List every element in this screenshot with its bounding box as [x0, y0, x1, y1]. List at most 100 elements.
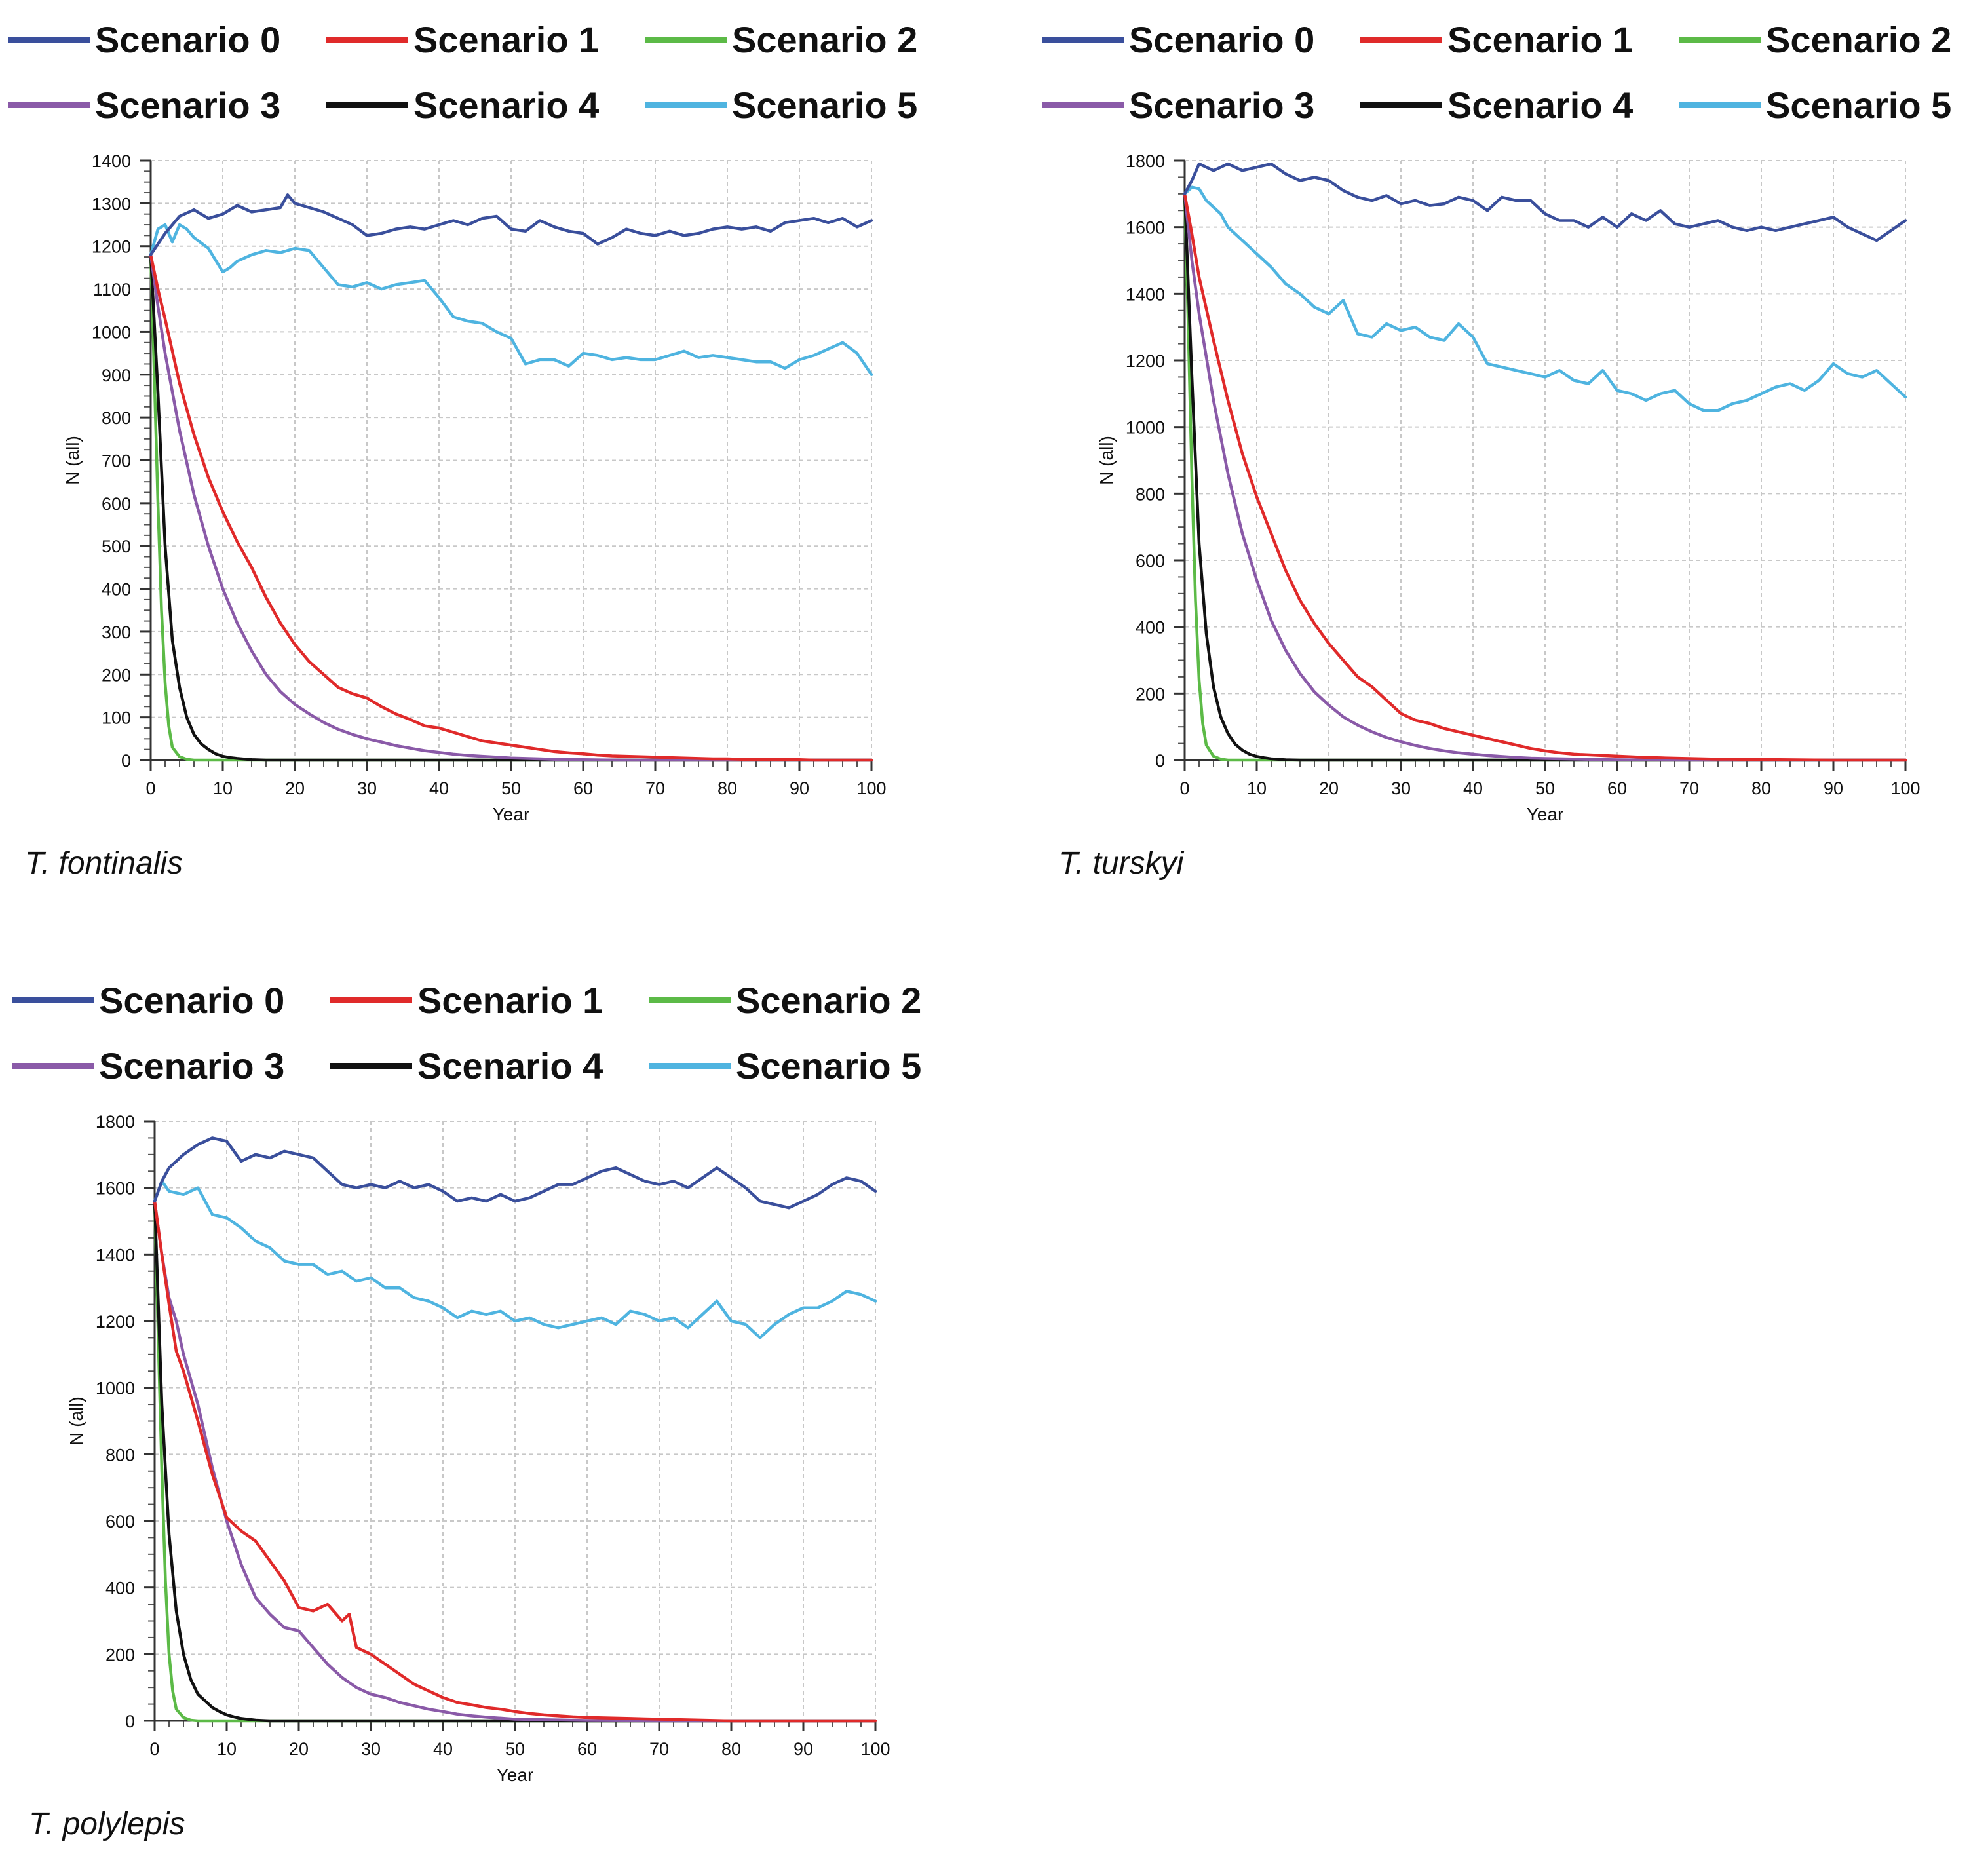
x-tick-label: 0 — [1179, 779, 1189, 798]
x-tick-label: 50 — [501, 779, 521, 798]
y-tick-label: 600 — [105, 1512, 135, 1531]
species-caption: T. turskyi — [1059, 846, 1184, 881]
y-tick-label: 800 — [1136, 484, 1165, 504]
y-tick-label: 1400 — [96, 1245, 135, 1265]
legend-item-scenario-5: Scenario 5 — [645, 84, 963, 126]
legend-item-scenario-5: Scenario 5 — [1679, 84, 1988, 126]
legend-row: Scenario 3 Scenario 4 Scenario 5 — [12, 1033, 975, 1098]
legend-item-scenario-1: Scenario 1 — [326, 18, 645, 61]
x-tick-label: 10 — [217, 1739, 237, 1759]
y-tick-label: 200 — [105, 1645, 135, 1664]
legend-swatch — [645, 36, 727, 43]
y-tick-label: 1000 — [92, 322, 131, 342]
legend-row: Scenario 0 Scenario 1 Scenario 2 — [1042, 7, 1988, 72]
legend-item-scenario-1: Scenario 1 — [1360, 18, 1679, 61]
y-tick-label: 200 — [102, 665, 131, 685]
x-tick-label: 70 — [649, 1739, 669, 1759]
legend-row: Scenario 3 Scenario 4 Scenario 5 — [1042, 72, 1988, 138]
x-tick-label: 60 — [1607, 779, 1627, 798]
y-tick-label: 700 — [102, 452, 131, 471]
y-tick-label: 0 — [121, 751, 131, 771]
series-line-scenario-5 — [149, 223, 873, 377]
x-tick-label: 60 — [577, 1739, 597, 1759]
x-tick-label: 20 — [289, 1739, 309, 1759]
legend-item-scenario-3: Scenario 3 — [1042, 84, 1360, 126]
y-tick-label: 1300 — [92, 194, 131, 214]
x-axis-title: Year — [1527, 804, 1564, 824]
legend-item-scenario-2: Scenario 2 — [645, 18, 963, 61]
series-line-scenario-5 — [153, 1180, 877, 1339]
legend-label: Scenario 1 — [417, 979, 603, 1021]
y-tick-label: 1200 — [92, 237, 131, 257]
legend-swatch — [12, 1062, 94, 1069]
legend-swatch — [330, 997, 412, 1003]
y-tick-label: 0 — [1155, 751, 1165, 771]
legend-swatch — [1042, 36, 1124, 43]
legend-label: Scenario 1 — [1447, 18, 1634, 60]
x-tick-label: 30 — [361, 1739, 381, 1759]
y-tick-label: 1000 — [96, 1379, 135, 1398]
series-line-scenario-4 — [153, 1199, 877, 1723]
y-tick-label: 100 — [102, 708, 131, 728]
y-tick-label: 600 — [102, 494, 131, 514]
species-caption: T. fontinalis — [25, 846, 183, 881]
legend-label: Scenario 2 — [1766, 18, 1952, 60]
x-tick-label: 90 — [1824, 779, 1843, 798]
legend-label: Scenario 2 — [736, 979, 922, 1021]
series-line-scenario-1 — [1183, 192, 1907, 762]
legend-swatch — [1360, 36, 1442, 43]
legend-swatch — [1042, 102, 1124, 108]
series-line-scenario-3 — [149, 253, 873, 762]
x-tick-label: 0 — [149, 1739, 159, 1759]
y-tick-label: 1200 — [96, 1312, 135, 1332]
x-tick-label: 60 — [573, 779, 593, 798]
line-chart: 0 200 400 600 800 1000 1200 1400 1600 1800 0 10 20 30… — [1096, 151, 1921, 824]
x-tick-label: 50 — [1535, 779, 1555, 798]
legend-label: Scenario 4 — [417, 1045, 603, 1086]
x-tick-label: 100 — [856, 779, 886, 798]
legend-item-scenario-1: Scenario 1 — [330, 979, 649, 1022]
legend-item-scenario-4: Scenario 4 — [1360, 84, 1679, 126]
y-tick-label: 1400 — [92, 151, 131, 171]
legend: Scenario 0 Scenario 1 Scenario 2 Scenari… — [1042, 7, 1988, 138]
legend-label: Scenario 5 — [732, 84, 918, 126]
legend-label: Scenario 3 — [95, 84, 281, 126]
legend-swatch — [1679, 102, 1761, 108]
x-tick-label: 90 — [793, 1739, 813, 1759]
y-tick-label: 0 — [125, 1712, 135, 1731]
legend-item-scenario-5: Scenario 5 — [649, 1045, 967, 1087]
legend-swatch — [326, 102, 408, 108]
legend-swatch — [8, 102, 90, 108]
y-tick-label: 1600 — [1126, 218, 1165, 238]
y-tick-label: 600 — [1136, 551, 1165, 571]
legend-swatch — [1360, 102, 1442, 108]
series-line-scenario-0 — [149, 193, 873, 257]
legend-row: Scenario 0 Scenario 1 Scenario 2 — [12, 967, 975, 1033]
legend-label: Scenario 4 — [413, 84, 600, 126]
x-tick-label: 20 — [1319, 779, 1339, 798]
x-tick-label: 30 — [1391, 779, 1411, 798]
line-chart: 0100200300400500600700800900100011001200… — [62, 151, 887, 824]
x-tick-label: 70 — [1679, 779, 1699, 798]
x-axis-title: Year — [497, 1765, 534, 1785]
y-axis-title: N (all) — [66, 1396, 86, 1446]
x-tick-label: 40 — [429, 779, 449, 798]
legend-row: Scenario 3 Scenario 4 Scenario 5 — [8, 72, 971, 138]
legend-row: Scenario 0 Scenario 1 Scenario 2 — [8, 7, 971, 72]
x-tick-label: 100 — [860, 1739, 890, 1759]
series-line-scenario-1 — [153, 1199, 877, 1723]
x-tick-label: 20 — [285, 779, 305, 798]
legend-label: Scenario 3 — [1129, 84, 1315, 126]
legend-label: Scenario 5 — [1766, 84, 1952, 126]
series-line-scenario-2 — [1183, 192, 1907, 762]
legend-item-scenario-0: Scenario 0 — [8, 18, 326, 61]
legend-item-scenario-2: Scenario 2 — [1679, 18, 1988, 61]
legend-swatch — [8, 36, 90, 43]
legend-swatch — [12, 997, 94, 1003]
legend-swatch — [649, 997, 731, 1003]
y-axis-title: N (all) — [62, 436, 83, 485]
legend-label: Scenario 5 — [736, 1045, 922, 1086]
chart-panel-turskyi: Scenario 0 Scenario 1 Scenario 2 Scenari… — [1034, 0, 1988, 904]
y-tick-label: 300 — [102, 623, 131, 642]
y-tick-label: 400 — [1136, 618, 1165, 638]
